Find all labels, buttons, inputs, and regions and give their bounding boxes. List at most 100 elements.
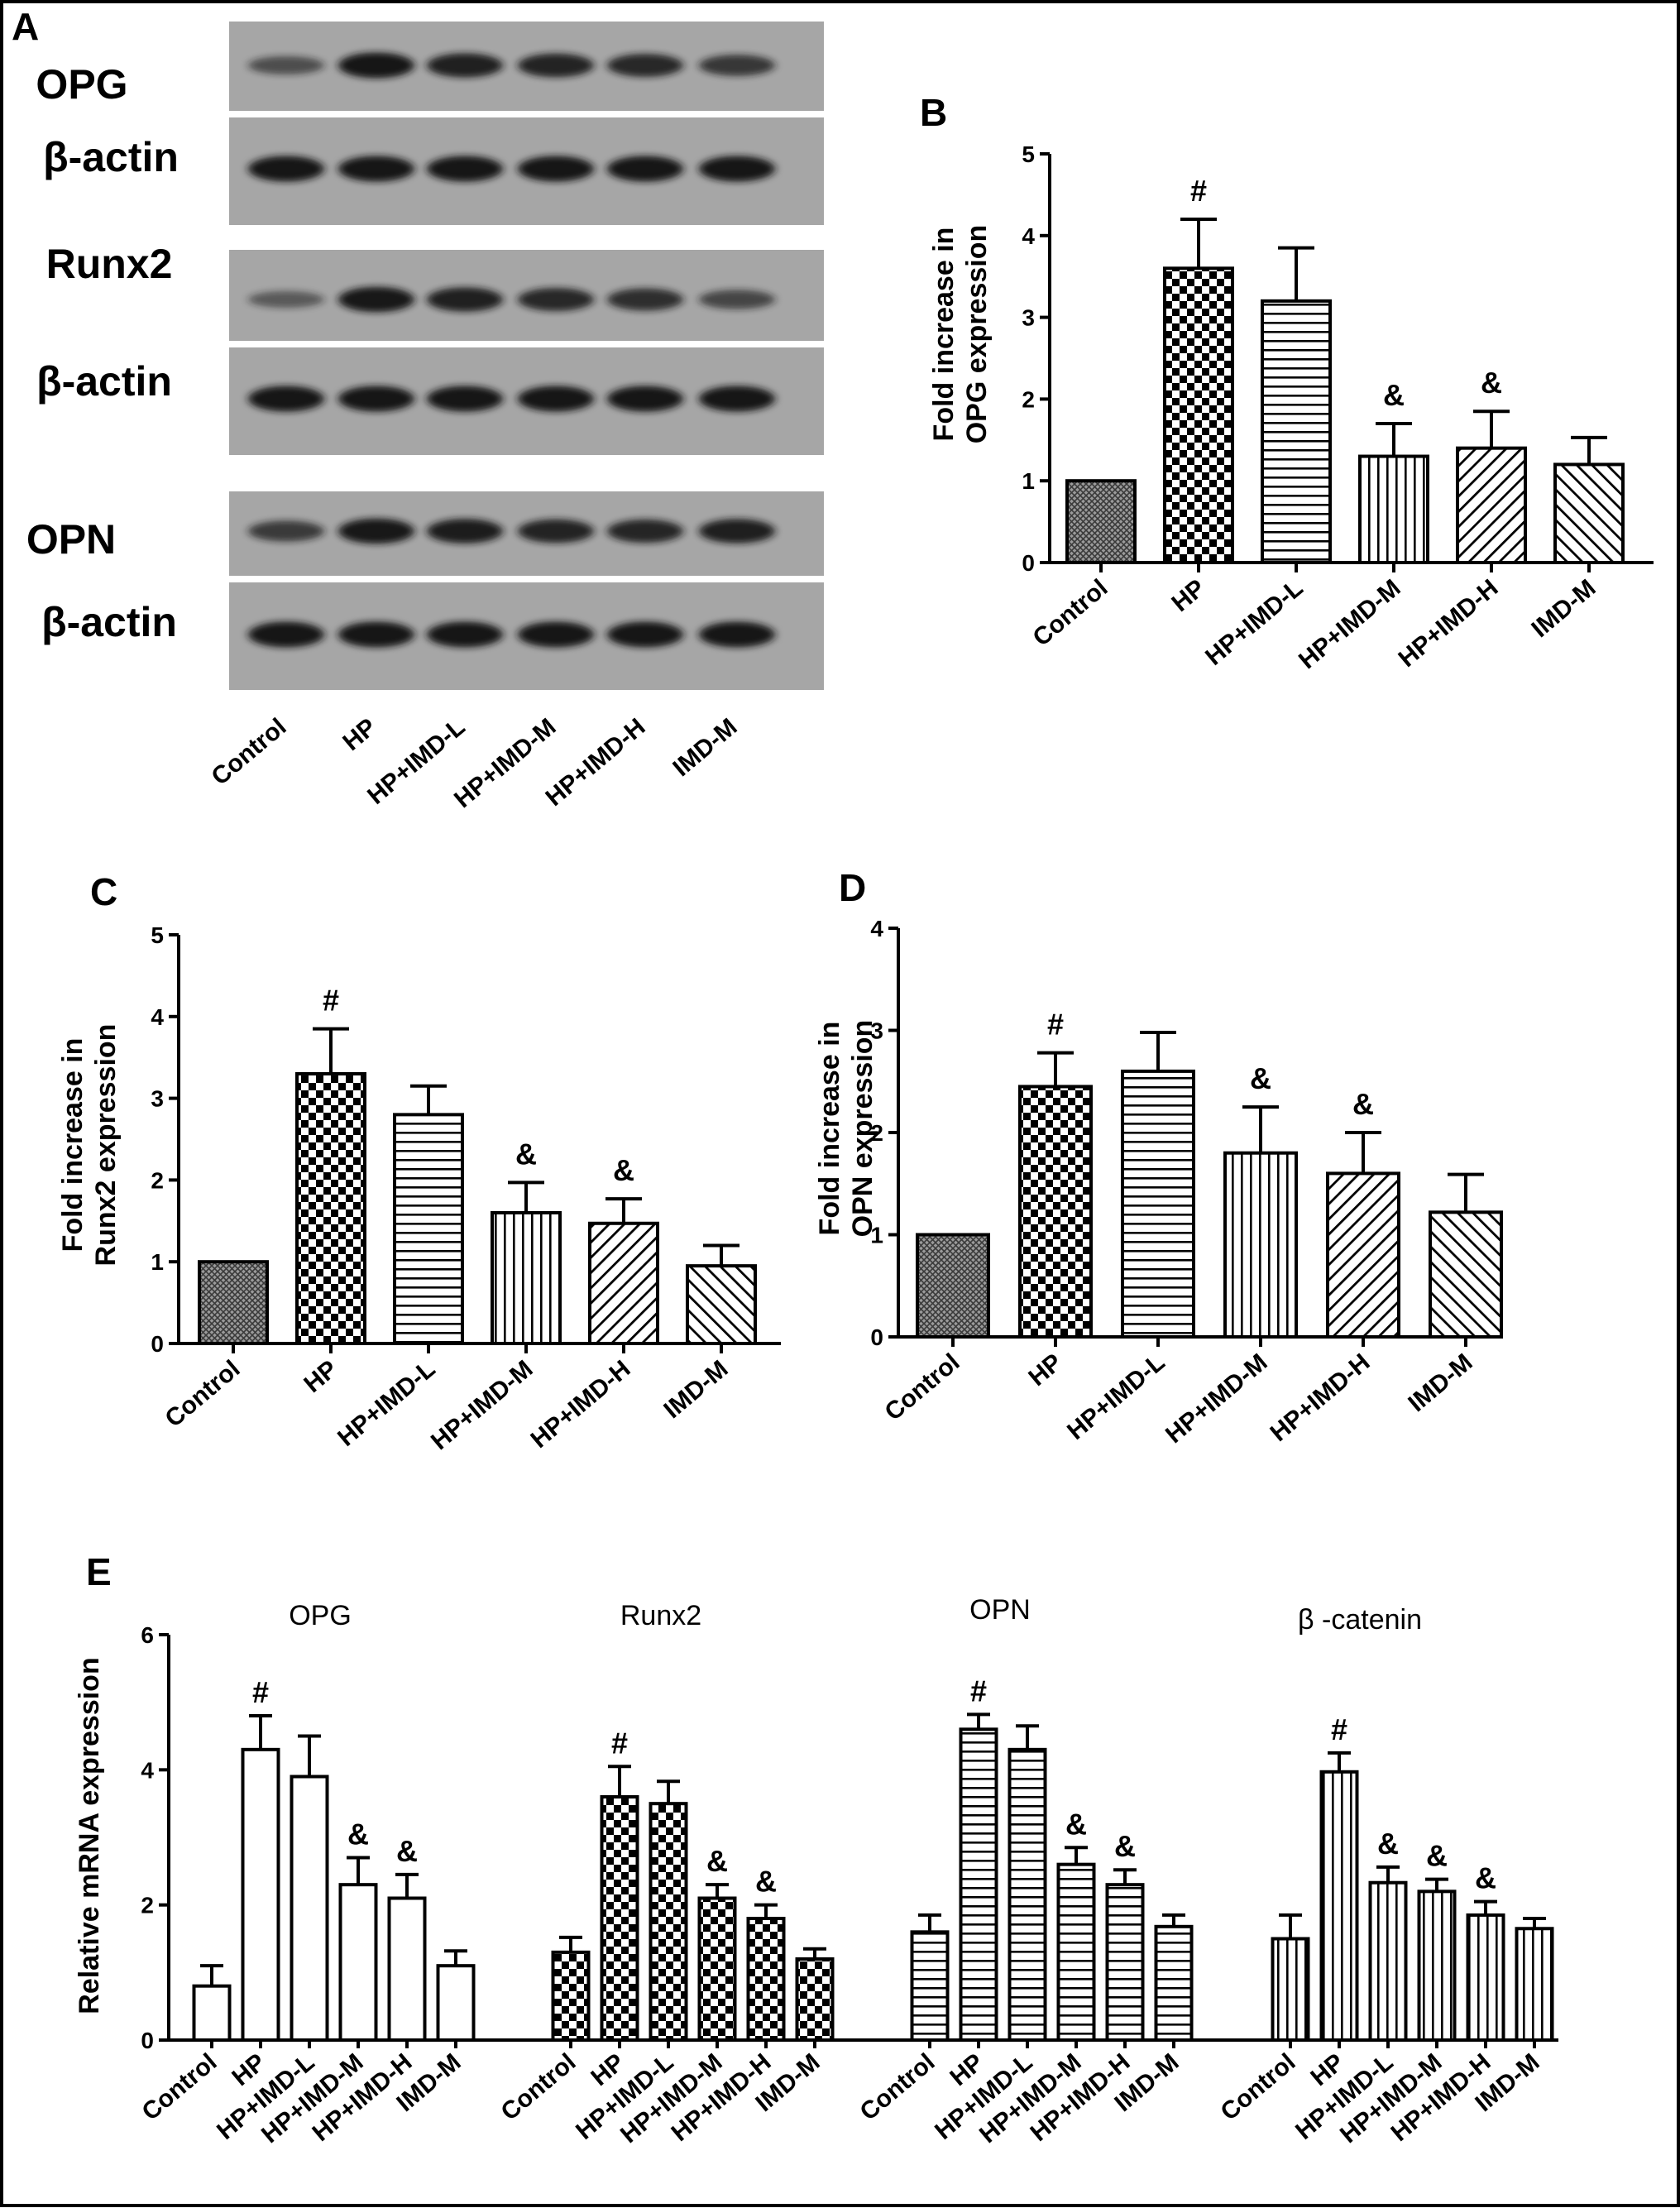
- bar: [1553, 462, 1625, 564]
- significance-marker: &: [396, 1834, 418, 1868]
- bar: [916, 1233, 990, 1339]
- blot-band: [607, 621, 683, 648]
- bar: [1429, 1210, 1503, 1339]
- bar: [600, 1795, 639, 2042]
- bar: [1271, 1937, 1310, 2042]
- blot-band: [338, 156, 414, 182]
- y-tick-label: 0: [870, 1324, 883, 1350]
- blot-strips: [229, 22, 824, 690]
- y-axis-title: Runx2 expression: [90, 1024, 122, 1267]
- blot-band: [338, 52, 414, 79]
- y-tick-label: 6: [141, 1622, 154, 1648]
- blot-band: [427, 156, 503, 182]
- blot-band: [518, 386, 594, 412]
- significance-marker: &: [1352, 1087, 1374, 1121]
- bar: [436, 1964, 476, 2043]
- bar: [551, 1950, 591, 2042]
- bar: [1008, 1747, 1047, 2042]
- blot-lane-label: IMD-M: [668, 713, 742, 782]
- significance-marker: &: [347, 1818, 369, 1851]
- blot-lane-label: HP: [337, 713, 381, 756]
- bar: [1056, 1862, 1096, 2043]
- significance-marker: &: [755, 1865, 777, 1899]
- bar: [697, 1896, 737, 2042]
- x-category-label: Control: [880, 1348, 965, 1426]
- significance-marker: &: [1250, 1061, 1271, 1095]
- panel-c-runx2-chart: C 0 1 2 3 4 5 Fold increase in Runx2 expression…: [57, 870, 781, 1455]
- x-category-label: IMD-M: [1403, 1348, 1477, 1417]
- blot-lane-label: HP+IMD-M: [449, 713, 561, 813]
- panel-letter-e: E: [86, 1550, 112, 1593]
- blot-band: [338, 286, 414, 313]
- blot-lane-label: HP+IMD-H: [541, 713, 651, 812]
- blot-band: [699, 290, 775, 309]
- bar: [338, 1883, 378, 2043]
- x-category-label: Control: [496, 2048, 582, 2126]
- blot-label-beta-actin-2: β-actin: [36, 358, 172, 405]
- x-category-label: Control: [1028, 574, 1113, 652]
- blot-label-opn: OPN: [26, 516, 116, 563]
- y-tick-label: 4: [151, 1004, 164, 1030]
- bar-group: OPNControl#HPHP+IMD-L&HP+IMD-M&HP+IMD-HI…: [855, 1594, 1194, 2148]
- y-tick-label: 0: [1022, 550, 1035, 576]
- bar: [1163, 266, 1234, 564]
- bar: [1515, 1927, 1554, 2042]
- significance-marker: &: [1426, 1839, 1448, 1873]
- bar: [959, 1727, 998, 2042]
- panel-a-western-blot: A OPG β-actin Runx2 β-actin OPN β-actin …: [12, 5, 824, 813]
- x-category-label: HP+IMD-H: [526, 1355, 636, 1454]
- significance-marker: #: [1047, 1008, 1064, 1042]
- y-tick-label: 1: [870, 1223, 883, 1248]
- significance-marker: &: [1065, 1807, 1087, 1841]
- significance-marker: &: [706, 1844, 728, 1878]
- x-category-label: Control: [137, 2048, 223, 2126]
- bar: [491, 1210, 562, 1346]
- panel-letter-c: C: [90, 870, 117, 913]
- bar: [241, 1747, 280, 2042]
- y-axis-title: Fold increase in: [814, 1022, 845, 1236]
- blot-label-beta-actin-1: β-actin: [43, 134, 179, 180]
- significance-marker: #: [323, 984, 339, 1018]
- significance-marker: #: [970, 1674, 987, 1707]
- blot-band: [248, 156, 324, 182]
- blot-band: [607, 519, 683, 544]
- blot-band: [607, 53, 683, 78]
- blot-band: [699, 156, 775, 182]
- y-tick-label: 4: [1022, 223, 1035, 249]
- group-title: OPG: [289, 1600, 352, 1631]
- bar: [1121, 1069, 1195, 1339]
- y-tick-label: 2: [870, 1120, 883, 1146]
- panel-letter-d: D: [839, 866, 866, 909]
- panel-letter-a: A: [12, 5, 39, 48]
- bar: [686, 1264, 757, 1346]
- blot-band: [427, 386, 503, 412]
- group-title: β -catenin: [1298, 1604, 1422, 1636]
- y-tick-label: 1: [151, 1249, 164, 1275]
- blot-band: [248, 55, 324, 75]
- y-tick-label: 2: [151, 1167, 164, 1193]
- figure-canvas: A OPG β-actin Runx2 β-actin OPN β-actin …: [12, 5, 1654, 2148]
- y-tick-label: 3: [151, 1086, 164, 1112]
- x-category-label: HP+IMD-H: [1266, 1348, 1376, 1447]
- bar: [1368, 1880, 1408, 2042]
- x-category-label: IMD-M: [1526, 574, 1601, 643]
- bar: [746, 1917, 786, 2042]
- bar: [1223, 1151, 1298, 1339]
- blot-label-beta-actin-3: β-actin: [41, 599, 177, 645]
- blot-label-runx2: Runx2: [46, 241, 173, 287]
- bar-group: β -cateninControl#HP&HP+IMD-L&HP+IMD-M&H…: [1216, 1604, 1554, 2148]
- x-category-label: HP+IMD-M: [1294, 574, 1405, 674]
- bar: [290, 1775, 329, 2042]
- blot-band: [518, 519, 594, 544]
- y-tick-label: 5: [1022, 141, 1035, 167]
- blot-band: [518, 53, 594, 78]
- x-category-label: HP+IMD-M: [426, 1355, 538, 1455]
- panel-e-mrna-chart: E 0 2 4 6 Relative mRNA expression OPG Control…: [74, 1550, 1558, 2148]
- blot-band: [338, 621, 414, 648]
- bar: [1018, 1085, 1093, 1339]
- blot-band: [518, 287, 594, 312]
- x-category-label: Control: [1216, 2048, 1301, 2126]
- bar: [1326, 1171, 1400, 1339]
- bar: [1358, 454, 1429, 564]
